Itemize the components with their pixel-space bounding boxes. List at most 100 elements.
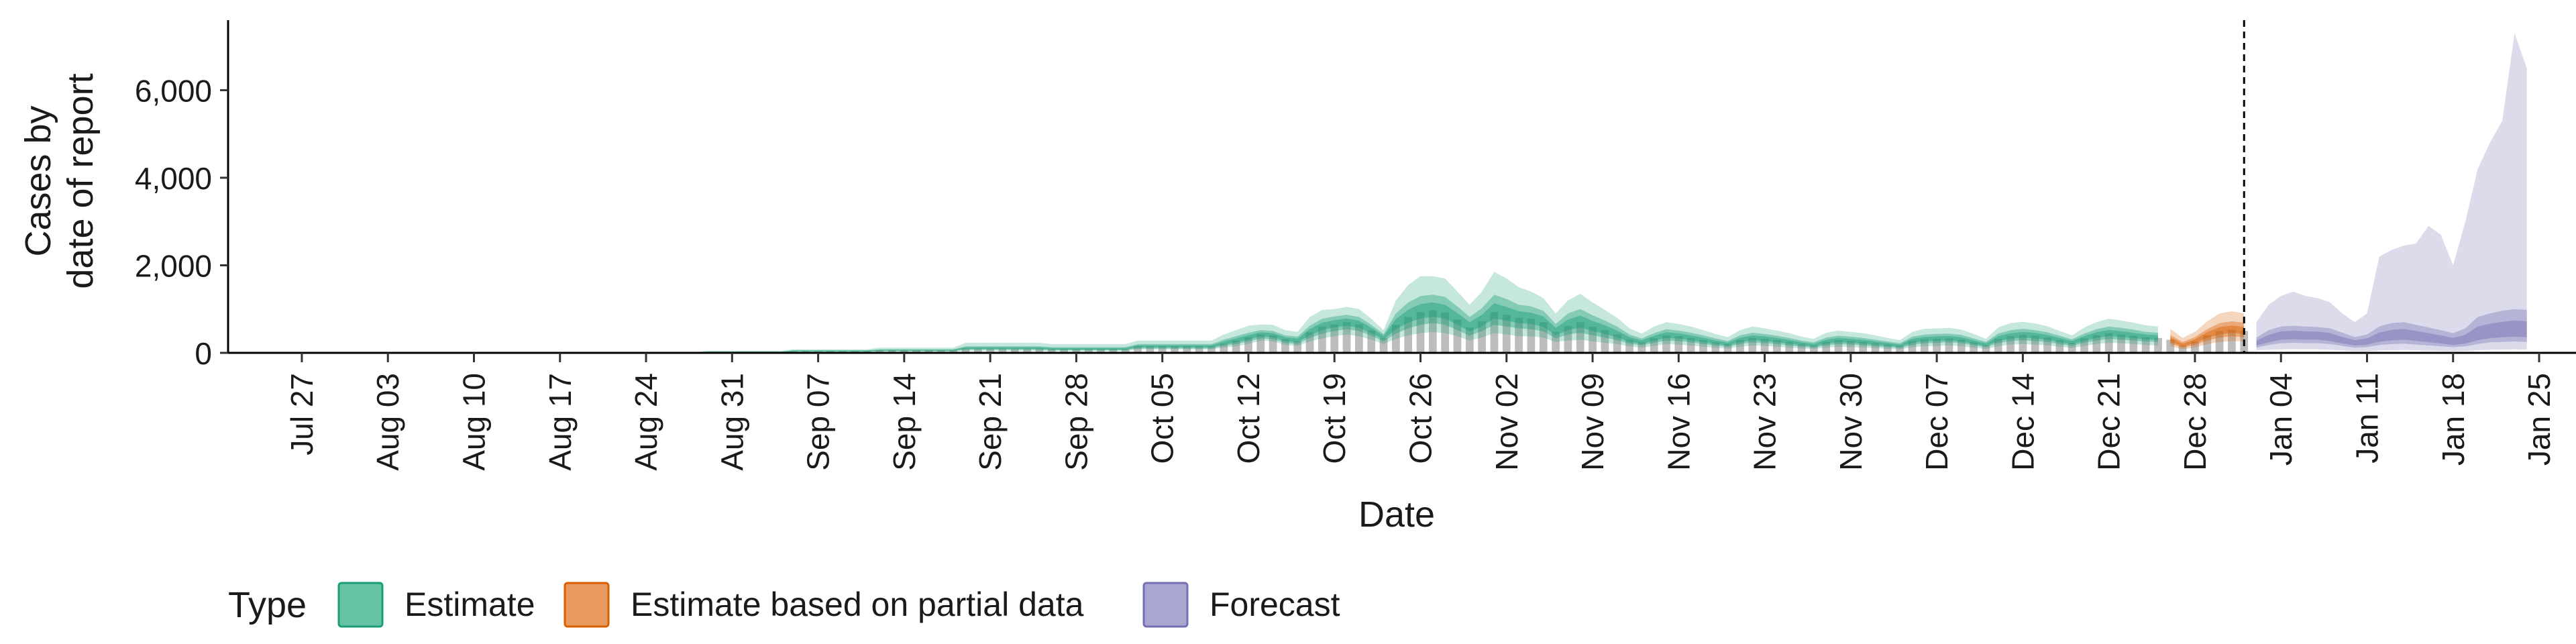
reported-bar bbox=[2215, 331, 2224, 352]
reported-bar bbox=[1674, 336, 1683, 352]
reported-bar bbox=[1441, 312, 1449, 352]
reported-bar bbox=[1023, 348, 1031, 352]
reported-bar bbox=[961, 348, 970, 352]
x-axis-title: Date bbox=[1358, 494, 1435, 535]
x-tick-label: Aug 24 bbox=[629, 373, 663, 471]
reported-bar bbox=[1171, 346, 1179, 352]
reported-bar bbox=[1391, 325, 1400, 352]
reported-bar bbox=[2129, 335, 2138, 352]
reported-bar bbox=[1638, 342, 1646, 352]
x-tick-label: Nov 23 bbox=[1748, 373, 1782, 471]
reported-bar bbox=[1035, 348, 1044, 352]
x-tick-label: Jan 18 bbox=[2436, 373, 2471, 466]
x-tick-label: Sep 07 bbox=[801, 373, 836, 471]
reported-bar bbox=[2043, 337, 2051, 352]
reported-bar bbox=[1195, 346, 1203, 352]
reported-bar bbox=[2080, 338, 2088, 352]
legend-label-partial: Estimate based on partial data bbox=[631, 586, 1084, 623]
reported-bar bbox=[1256, 334, 1265, 352]
y-tick-label: 6,000 bbox=[135, 73, 212, 108]
reported-bar bbox=[1060, 349, 1068, 352]
reported-bar bbox=[1183, 346, 1191, 352]
reported-bar bbox=[1957, 339, 1966, 352]
reported-bar bbox=[1933, 339, 1941, 352]
reported-bar bbox=[1711, 342, 1720, 352]
band-forecast bbox=[2256, 33, 2527, 352]
ribbon-core bbox=[2256, 320, 2527, 346]
reported-bar bbox=[1047, 349, 1056, 352]
reported-bar bbox=[1945, 338, 1953, 352]
ribbon-inner bbox=[363, 294, 2158, 353]
x-tick-label: Aug 17 bbox=[543, 373, 578, 471]
reported-bar bbox=[1379, 337, 1388, 352]
y-axis-label-line-2: date of report bbox=[60, 73, 101, 288]
reported-bar bbox=[1846, 341, 1855, 352]
legend-label-forecast: Forecast bbox=[1210, 586, 1340, 623]
reported-bar bbox=[924, 350, 933, 352]
reported-bar bbox=[1134, 346, 1142, 352]
ribbon-inner bbox=[2170, 321, 2245, 348]
reported-bar bbox=[1871, 343, 1880, 352]
reported-bar bbox=[802, 351, 810, 352]
reported-bar bbox=[1810, 345, 1818, 352]
reported-bar bbox=[912, 350, 921, 352]
reported-bar bbox=[2166, 339, 2175, 352]
ribbon-inner bbox=[2256, 309, 2527, 348]
ribbon-core bbox=[363, 302, 2158, 353]
legend-swatch-partial bbox=[564, 582, 610, 628]
reported-bar bbox=[1416, 312, 1425, 352]
reported-bar bbox=[2178, 345, 2187, 352]
reported-bar bbox=[1121, 349, 1130, 352]
plot-area bbox=[363, 20, 2527, 353]
reported-bar bbox=[1797, 343, 1806, 352]
reported-bar bbox=[1539, 322, 1548, 352]
x-tick-label: Aug 10 bbox=[456, 373, 491, 471]
reported-bar bbox=[1318, 326, 1326, 352]
y-ticks: 0 2,000 4,000 6,000 bbox=[135, 73, 228, 371]
reported-bar bbox=[1773, 340, 1781, 352]
reported-bar bbox=[1109, 349, 1118, 352]
reported-bar bbox=[936, 350, 945, 352]
y-tick-label: 0 bbox=[195, 336, 212, 371]
reported-bar bbox=[1834, 340, 1843, 352]
band-estimate-based-on-partial-data bbox=[2170, 311, 2245, 350]
x-tick-label: Sep 21 bbox=[973, 373, 1008, 471]
x-tick-label: Oct 26 bbox=[1403, 373, 1438, 464]
reported-bar bbox=[1355, 324, 1363, 352]
reported-bar bbox=[2191, 341, 2199, 352]
reported-bar bbox=[1010, 348, 1019, 352]
reported-bar bbox=[1330, 324, 1339, 352]
y-axis-label-line-1: Cases by bbox=[18, 105, 58, 256]
reported-bar bbox=[851, 351, 859, 352]
reported-bar bbox=[790, 351, 798, 352]
x-tick-label: Sep 14 bbox=[887, 373, 922, 471]
reported-bar bbox=[973, 348, 982, 352]
x-tick-label: Oct 05 bbox=[1145, 373, 1180, 464]
axes: 0 2,000 4,000 6,000 Jul 27 Aug 03 Aug 10 Aug 1… bbox=[135, 20, 2576, 471]
reported-bar bbox=[1994, 339, 2002, 352]
reported-bar bbox=[1760, 339, 1769, 352]
reported-bar bbox=[1527, 319, 1536, 352]
reported-bar bbox=[1822, 341, 1831, 352]
reported-bar bbox=[2141, 337, 2150, 352]
x-tick-label: Nov 09 bbox=[1575, 373, 1610, 471]
reported-bar bbox=[1686, 337, 1695, 352]
legend-swatch-estimate bbox=[337, 582, 384, 628]
x-ticks: Jul 27 Aug 03 Aug 10 Aug 17 Aug 24 Aug 31 Sep … bbox=[284, 353, 2557, 471]
reported-bar bbox=[1305, 332, 1314, 352]
reported-bar bbox=[1564, 325, 1572, 352]
reported-bar bbox=[1859, 341, 1868, 352]
reported-bars bbox=[790, 310, 2249, 352]
x-tick-label: Jan 11 bbox=[2349, 373, 2384, 464]
reported-bar bbox=[1723, 343, 1732, 352]
reported-bar bbox=[998, 348, 1007, 352]
reported-bar bbox=[1748, 337, 1757, 352]
x-tick-label: Nov 16 bbox=[1661, 373, 1696, 471]
reported-bar bbox=[1146, 346, 1155, 352]
ribbon-outer bbox=[2170, 311, 2245, 350]
y-tick-label: 4,000 bbox=[135, 161, 212, 196]
reported-bar bbox=[888, 350, 896, 352]
reported-bar bbox=[1453, 319, 1462, 352]
reported-bar bbox=[2154, 337, 2162, 352]
